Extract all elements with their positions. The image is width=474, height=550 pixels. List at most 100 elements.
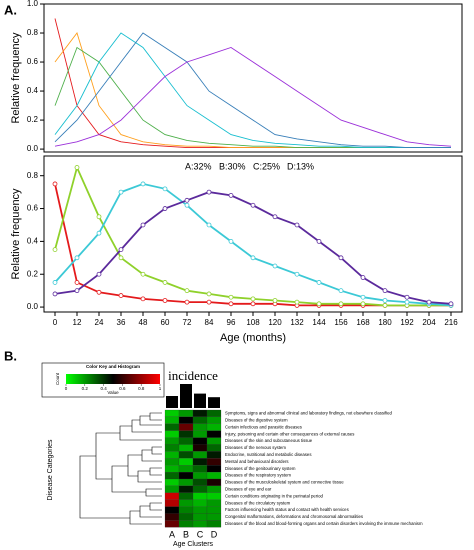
x-tick-label: 168 <box>356 318 370 327</box>
plot-frame <box>43 3 463 153</box>
bar <box>166 396 178 408</box>
bar <box>208 397 220 408</box>
heat-cell <box>178 430 194 438</box>
heat-cell <box>178 458 194 466</box>
x-tick-label: 180 <box>378 318 392 327</box>
row-label: Diseases of the blood and blood-forming … <box>225 521 423 526</box>
row-label: Diseases of the musculoskeletal system a… <box>225 480 344 485</box>
heat-cell <box>192 485 208 493</box>
point <box>74 280 80 285</box>
x-tick-label: 108 <box>246 318 260 327</box>
point <box>382 298 388 303</box>
x-tick-label: 96 <box>227 318 236 327</box>
heat-cell <box>206 465 222 473</box>
heat-cell <box>206 409 222 418</box>
point <box>140 222 146 228</box>
point <box>140 296 146 302</box>
point <box>52 181 58 187</box>
x-tick-label: 0 <box>53 318 58 327</box>
heat-cell <box>206 513 222 521</box>
heat-cell <box>164 499 180 507</box>
panel-label: A. <box>4 2 17 17</box>
heat-cell <box>206 437 222 445</box>
heat-cell <box>164 416 180 424</box>
point <box>140 271 146 277</box>
key-tick-label: 0.6 <box>119 386 126 391</box>
point <box>184 202 190 208</box>
heat-cell <box>192 416 208 424</box>
y-tick-label: 1.0 <box>27 0 39 8</box>
heat-cell <box>178 416 194 424</box>
row-label: Diseases of the genitourinary system <box>225 466 296 471</box>
heat-cell <box>164 478 180 487</box>
column-label: D <box>211 530 218 540</box>
point <box>162 280 168 285</box>
row-label: Congenital malformations, deformations a… <box>225 514 363 519</box>
point <box>96 230 102 236</box>
x-tick-label: 144 <box>312 318 326 327</box>
point <box>184 299 190 305</box>
heat-cell <box>164 409 180 418</box>
point <box>228 301 234 307</box>
series-line <box>54 191 452 305</box>
heat-cell <box>178 437 194 445</box>
heat-cell <box>192 409 208 418</box>
point <box>250 255 256 261</box>
heat-cell <box>164 506 180 514</box>
heat-cell <box>164 485 180 493</box>
point <box>404 299 410 305</box>
y-tick-label: 0.2 <box>27 269 39 278</box>
dendrogram <box>79 412 162 525</box>
y-tick-label: 0.4 <box>27 236 39 245</box>
series-line <box>54 47 452 147</box>
series-line <box>54 32 451 149</box>
heat-cell <box>164 451 180 459</box>
heat-cell <box>206 458 222 466</box>
point <box>272 298 278 303</box>
x-axis-title: Age (months) <box>220 332 286 344</box>
heat-cell <box>178 506 194 514</box>
point <box>382 288 388 294</box>
legend-label: C:25% <box>253 161 280 171</box>
point <box>118 247 124 253</box>
x-tick-label: 36 <box>117 318 126 327</box>
heat-cell <box>164 430 180 438</box>
point <box>162 206 168 211</box>
point <box>316 301 322 307</box>
point <box>96 271 102 277</box>
heat-cell <box>206 416 222 424</box>
x-tick-label: 60 <box>161 318 170 327</box>
y-axis-title: Disease Categories <box>47 439 54 501</box>
legend-label: A:32% <box>185 161 212 171</box>
heat-cell <box>178 520 194 528</box>
heat-cell <box>192 451 208 459</box>
point <box>74 165 80 170</box>
row-label: Symptoms, signs and abnormal clinical an… <box>225 411 393 416</box>
heat-cell <box>206 506 222 514</box>
x-tick-label: 72 <box>183 318 192 327</box>
heat-cell <box>206 485 222 493</box>
bar <box>180 384 192 408</box>
heat-cell <box>164 465 180 473</box>
column-label: B <box>183 530 189 540</box>
y-tick-label: 0.6 <box>27 57 39 66</box>
x-tick-label: 84 <box>205 318 214 327</box>
point <box>448 301 454 307</box>
heat-cell <box>164 423 180 431</box>
heat-cell <box>192 465 208 473</box>
x-tick-label: 132 <box>290 318 304 327</box>
y-tick-label: 0.0 <box>27 302 39 311</box>
heat-cell <box>178 478 194 487</box>
point <box>140 181 146 187</box>
heat-cell <box>192 513 208 521</box>
point <box>228 193 234 198</box>
column-label: A <box>169 530 175 540</box>
heat-cell <box>178 465 194 473</box>
row-label: Diseases of the nervous system <box>225 445 286 450</box>
heat-cell <box>178 513 194 521</box>
heat-cell <box>192 478 208 487</box>
key-tick-label: 1 <box>159 386 162 391</box>
heat-cell <box>192 499 208 507</box>
heat-cell <box>206 478 222 487</box>
